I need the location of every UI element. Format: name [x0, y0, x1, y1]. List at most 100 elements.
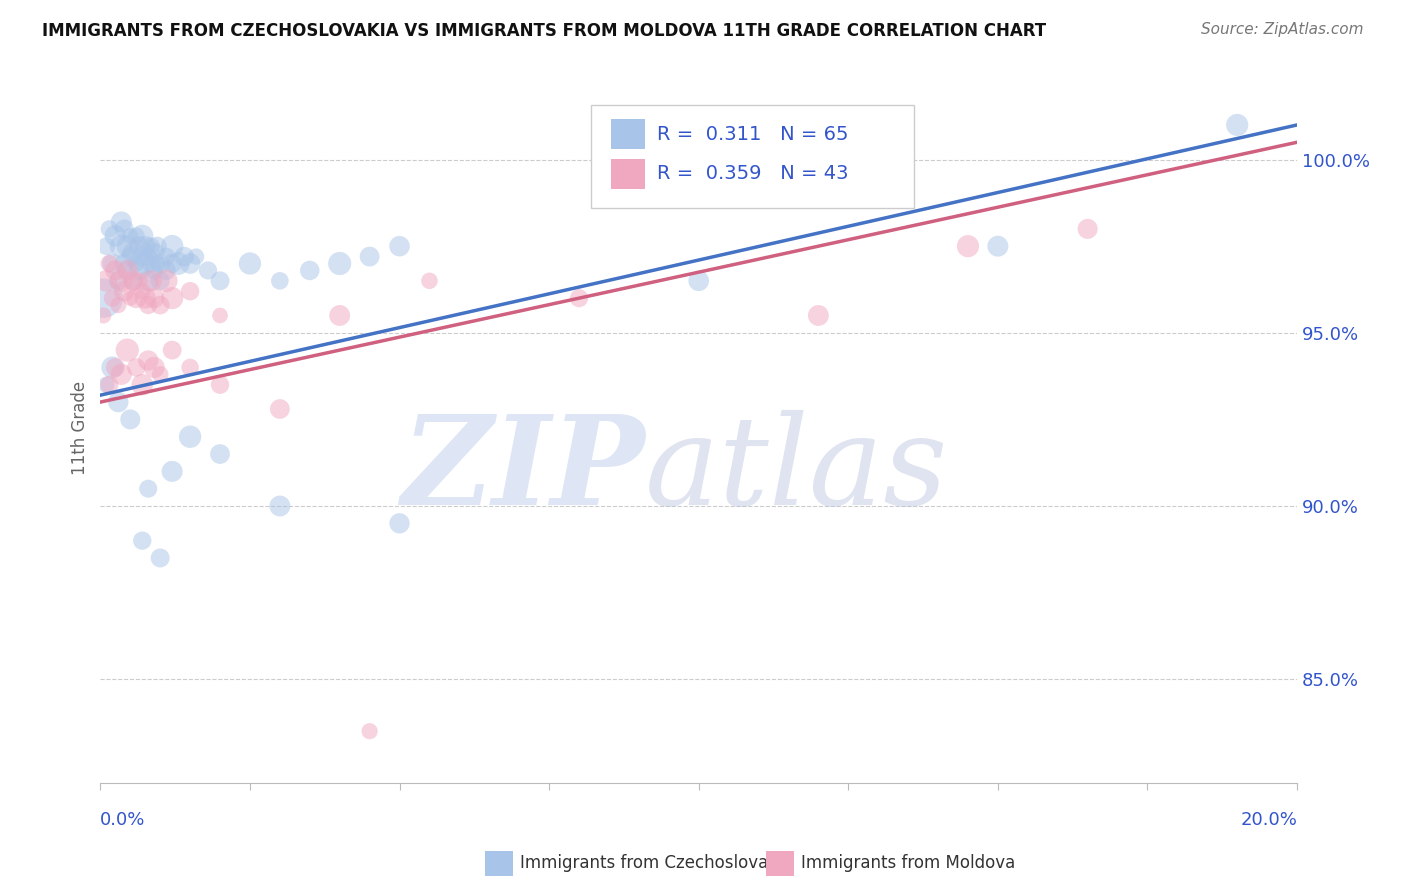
Point	[143, 246, 166, 260]
Point	[987, 239, 1010, 253]
Text: IMMIGRANTS FROM CZECHOSLOVAKIA VS IMMIGRANTS FROM MOLDOVA 11TH GRADE CORRELATION: IMMIGRANTS FROM CZECHOSLOVAKIA VS IMMIGR…	[42, 22, 1046, 40]
Point	[134, 291, 156, 305]
Point	[298, 263, 321, 277]
Text: Immigrants from Czechoslovakia: Immigrants from Czechoslovakia	[520, 855, 793, 872]
Point	[149, 368, 172, 382]
Point	[149, 274, 172, 288]
Point	[329, 309, 352, 323]
Point	[388, 516, 411, 531]
Point	[112, 222, 135, 236]
Point	[104, 360, 127, 375]
Point	[136, 353, 159, 368]
Point	[131, 228, 153, 243]
Point	[128, 239, 150, 253]
Point	[125, 291, 148, 305]
Point	[136, 482, 159, 496]
Point	[167, 256, 190, 270]
Point	[93, 291, 115, 305]
Point	[136, 274, 159, 288]
Point	[269, 499, 291, 513]
Text: Source: ZipAtlas.com: Source: ZipAtlas.com	[1201, 22, 1364, 37]
Point	[128, 274, 150, 288]
Point	[388, 239, 411, 253]
Point	[208, 377, 231, 392]
Point	[134, 239, 156, 253]
Point	[110, 239, 132, 253]
Point	[141, 274, 163, 288]
Point	[136, 298, 159, 312]
Point	[101, 291, 124, 305]
Point	[359, 724, 381, 739]
Point	[160, 239, 183, 253]
Point	[688, 274, 710, 288]
Point	[179, 360, 201, 375]
Point	[96, 274, 118, 288]
Point	[141, 239, 163, 253]
Point	[110, 274, 132, 288]
Point	[160, 343, 183, 358]
Point	[155, 274, 177, 288]
Point	[122, 274, 145, 288]
Text: 0.0%: 0.0%	[100, 811, 146, 829]
Text: ZIP: ZIP	[401, 410, 645, 532]
Point	[149, 551, 172, 566]
Point	[131, 284, 153, 298]
Point	[269, 274, 291, 288]
Point	[117, 343, 139, 358]
Text: R =  0.359   N = 43: R = 0.359 N = 43	[657, 164, 848, 184]
Point	[160, 291, 183, 305]
Point	[128, 263, 150, 277]
Point	[104, 228, 127, 243]
Text: 20.0%: 20.0%	[1240, 811, 1298, 829]
Point	[120, 250, 142, 264]
Point	[110, 368, 132, 382]
Point	[208, 309, 231, 323]
Point	[1077, 222, 1099, 236]
Point	[104, 263, 127, 277]
Point	[112, 256, 135, 270]
Point	[98, 222, 121, 236]
Point	[239, 256, 262, 270]
Point	[96, 239, 118, 253]
Point	[155, 250, 177, 264]
Text: Immigrants from Moldova: Immigrants from Moldova	[801, 855, 1015, 872]
Point	[418, 274, 440, 288]
Point	[131, 250, 153, 264]
Point	[93, 309, 115, 323]
Point	[143, 263, 166, 277]
Point	[184, 250, 207, 264]
Point	[122, 274, 145, 288]
Point	[122, 246, 145, 260]
Y-axis label: 11th Grade: 11th Grade	[72, 381, 89, 475]
Point	[107, 274, 129, 288]
Point	[107, 395, 129, 409]
Point	[146, 256, 169, 270]
Point	[125, 228, 148, 243]
FancyBboxPatch shape	[591, 105, 914, 208]
Point	[101, 360, 124, 375]
Point	[359, 250, 381, 264]
Point	[110, 215, 132, 229]
Bar	[612, 159, 645, 189]
Point	[179, 256, 201, 270]
Point	[117, 263, 139, 277]
Point	[96, 377, 118, 392]
Point	[179, 430, 201, 444]
Point	[197, 263, 219, 277]
Point	[149, 256, 172, 270]
Point	[131, 377, 153, 392]
Point	[568, 291, 591, 305]
Point	[329, 256, 352, 270]
Point	[143, 360, 166, 375]
Bar	[612, 120, 645, 149]
Point	[120, 412, 142, 426]
Point	[141, 256, 163, 270]
Point	[155, 263, 177, 277]
Point	[1226, 118, 1249, 132]
Point	[173, 250, 195, 264]
Point	[208, 274, 231, 288]
Point	[149, 298, 172, 312]
Point	[98, 256, 121, 270]
Point	[269, 402, 291, 417]
Point	[125, 360, 148, 375]
